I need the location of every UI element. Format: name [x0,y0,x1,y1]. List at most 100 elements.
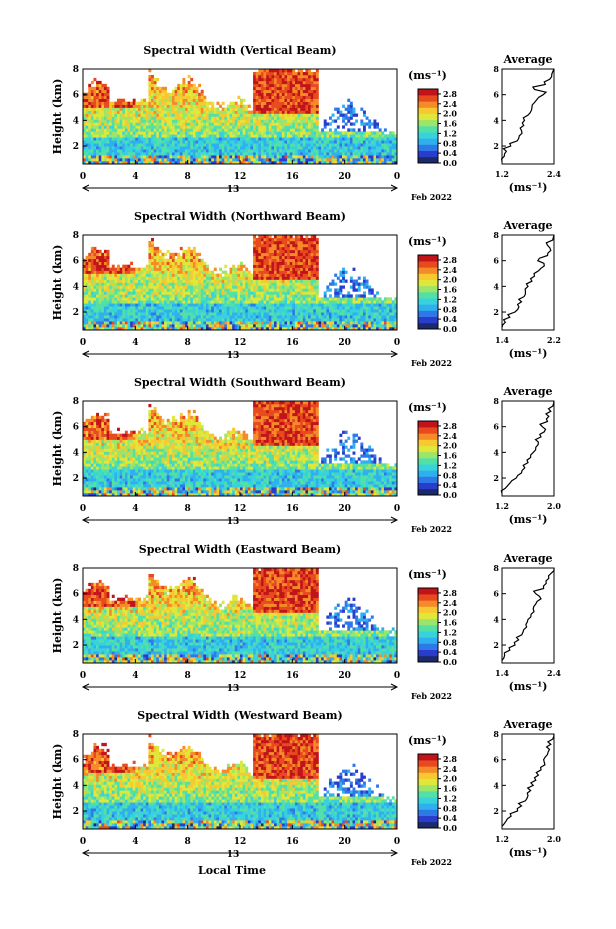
heatmap-cell [284,122,288,126]
heatmap-cell [85,288,89,292]
heatmap-cell [195,264,199,268]
heatmap-cell [85,128,89,132]
heatmap-cell [114,143,118,147]
heatmap-cell [169,264,173,268]
heatmap-cell [258,98,262,102]
heatmap-cell [137,267,141,271]
heatmap-cell [287,98,291,102]
heatmap-cell [234,327,238,331]
heatmap-cell [276,324,280,328]
heatmap-cell [143,270,147,274]
heatmap-cell [164,101,168,105]
heatmap-cell [211,291,215,295]
heatmap-cell [219,125,222,129]
heatmap-cell [124,131,128,135]
heatmap-cell [391,158,395,162]
heatmap-cell [297,235,301,239]
heatmap-cell [93,309,97,313]
heatmap-cell [106,258,110,263]
heatmap-cell [130,294,134,298]
heatmap-cell [127,315,131,319]
heatmap-cell [321,131,325,135]
heatmap-cell [323,119,327,123]
heatmap-cell [213,155,217,159]
heatmap-cell [106,131,110,135]
heatmap-cell [232,155,236,159]
heatmap-cell [161,267,165,271]
heatmap-cell [145,300,149,304]
heatmap-cell [302,258,306,263]
heatmap-cell [253,143,256,147]
heatmap-cell [166,110,170,114]
heatmap-cell [289,146,293,150]
heatmap-cell [310,161,314,165]
heatmap-cell [266,113,270,117]
heatmap-cell [169,288,173,292]
heatmap-cell [135,327,139,331]
heatmap-cell [85,131,89,135]
heatmap-cell [148,95,152,99]
heatmap-cell [349,104,353,108]
heatmap-cell [85,300,89,304]
heatmap-cell [93,288,97,292]
heatmap-cell [274,267,277,271]
heatmap-cell [103,128,107,132]
heatmap-cell [101,285,105,289]
heatmap-cell [200,104,204,108]
heatmap-cell [200,122,204,126]
heatmap-cell [106,86,110,91]
heatmap-cell [185,155,188,159]
heatmap-cell [279,89,283,94]
heatmap-cell [169,267,173,271]
heatmap-cell [85,282,89,286]
heatmap-cell [294,146,298,150]
heatmap-cell [240,276,243,280]
heatmap-cell [279,243,283,248]
heatmap-cell [308,146,311,150]
heatmap-cell [153,113,157,117]
heatmap-cell [234,122,238,126]
heatmap-cell [103,285,107,289]
heatmap-cell [83,264,86,268]
heatmap-cell [255,71,259,76]
heatmap-cell [156,155,160,159]
heatmap-cell [297,92,301,97]
heatmap-cell [124,137,128,141]
heatmap-cell [355,155,359,159]
heatmap-cell [140,312,144,316]
heatmap-cell [88,119,92,123]
heatmap-cell [93,134,97,138]
heatmap-cell [381,140,385,144]
heatmap-cell [253,149,256,153]
heatmap-cell [266,77,270,82]
heatmap-cell [326,131,330,135]
heatmap-cell [111,327,115,331]
heatmap-cell [83,116,86,120]
heatmap-cell [200,282,204,286]
heatmap-cell [260,104,264,108]
heatmap-cell [198,321,202,325]
heatmap-cell [140,119,144,123]
heatmap-cell [336,125,340,129]
heatmap-cell [140,128,144,132]
heatmap-cell [250,146,254,150]
heatmap-cell [111,264,115,268]
heatmap-cell [302,125,306,129]
heatmap-cell [253,306,256,310]
heatmap-cell [349,143,353,147]
heatmap-cell [266,71,270,76]
heatmap-cell [287,161,291,165]
heatmap-cell [389,161,393,165]
heatmap-cell [266,122,270,126]
heatmap-cell [187,152,191,156]
heatmap-cell [213,119,217,123]
heatmap-cell [158,155,162,159]
heatmap-cell [151,95,154,99]
heatmap-cell [109,312,113,316]
heatmap-cell [158,318,162,322]
heatmap-cell [268,294,272,298]
heatmap-cell [190,252,194,257]
heatmap-cell [83,140,86,144]
heatmap-cell [237,327,241,331]
heatmap-cell [271,155,275,159]
